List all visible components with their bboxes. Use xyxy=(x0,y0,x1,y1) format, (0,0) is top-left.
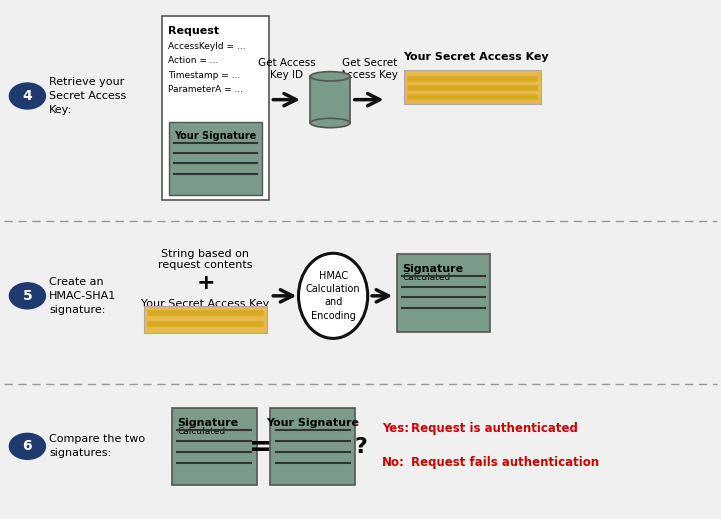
Text: 5: 5 xyxy=(22,289,32,303)
Ellipse shape xyxy=(310,118,350,128)
Text: String based on
request contents: String based on request contents xyxy=(158,249,253,270)
Text: Your Secret Access Key: Your Secret Access Key xyxy=(403,52,549,62)
Text: Request: Request xyxy=(168,26,219,36)
Text: =: = xyxy=(249,433,273,461)
Ellipse shape xyxy=(298,253,368,338)
Text: Retrieve your
Secret Access
Key:: Retrieve your Secret Access Key: xyxy=(49,77,126,115)
Bar xyxy=(172,408,257,485)
Circle shape xyxy=(9,83,45,109)
Circle shape xyxy=(9,283,45,309)
Text: Timestamp = ...: Timestamp = ... xyxy=(168,71,240,79)
Text: Calculated: Calculated xyxy=(177,427,226,436)
Text: ?: ? xyxy=(354,438,367,457)
Bar xyxy=(144,306,267,333)
Text: Compare the two
signatures:: Compare the two signatures: xyxy=(49,434,145,458)
Bar xyxy=(310,76,350,123)
Text: 4: 4 xyxy=(22,89,32,103)
Bar xyxy=(162,16,269,200)
Text: Get Secret
Access Key: Get Secret Access Key xyxy=(340,58,398,80)
Text: Request fails authentication: Request fails authentication xyxy=(411,456,599,470)
Text: Your Signature: Your Signature xyxy=(174,131,257,141)
Circle shape xyxy=(9,433,45,459)
Text: ParameterA = ...: ParameterA = ... xyxy=(168,85,243,94)
Text: HMAC
Calculation
and
Encoding: HMAC Calculation and Encoding xyxy=(306,271,360,321)
Text: Signature: Signature xyxy=(402,264,464,274)
Text: Your Secret Access Key: Your Secret Access Key xyxy=(141,298,270,309)
Text: 6: 6 xyxy=(22,440,32,453)
Bar xyxy=(397,254,490,332)
Text: AccessKeyId = ...: AccessKeyId = ... xyxy=(168,42,245,50)
Text: Calculated: Calculated xyxy=(402,273,451,282)
Text: Action = ...: Action = ... xyxy=(168,56,218,65)
Text: Get Access
Key ID: Get Access Key ID xyxy=(257,58,316,80)
Bar xyxy=(169,122,262,195)
Text: +: + xyxy=(196,273,215,293)
Bar xyxy=(404,70,541,104)
Text: No:: No: xyxy=(382,456,405,470)
Bar xyxy=(270,408,355,485)
Text: Create an
HMAC-SHA1
signature:: Create an HMAC-SHA1 signature: xyxy=(49,277,116,315)
Text: Signature: Signature xyxy=(177,418,239,428)
Ellipse shape xyxy=(310,72,350,81)
Text: Your Signature: Your Signature xyxy=(267,418,359,428)
Text: Yes:: Yes: xyxy=(382,421,410,435)
Text: Request is authenticated: Request is authenticated xyxy=(411,421,578,435)
